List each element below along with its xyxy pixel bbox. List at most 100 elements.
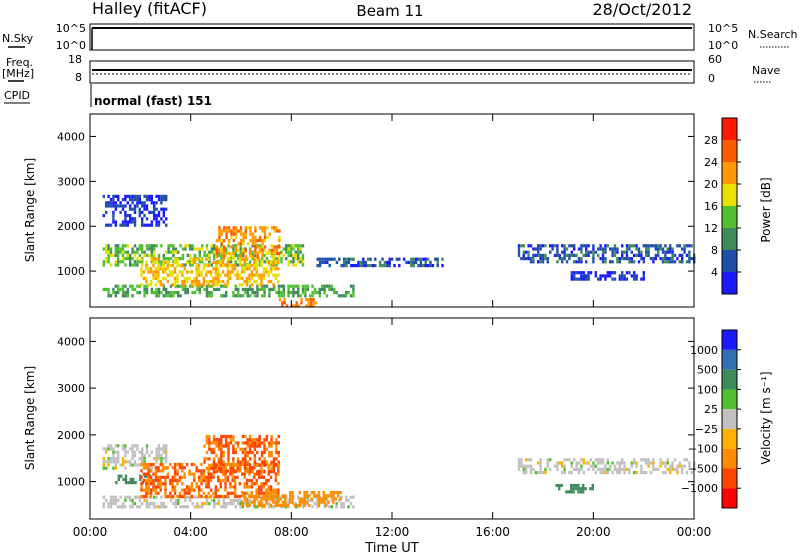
range-cell bbox=[273, 245, 276, 249]
range-cell bbox=[162, 457, 165, 461]
range-cell bbox=[190, 283, 194, 287]
range-cell bbox=[143, 291, 146, 295]
range-cell bbox=[231, 491, 234, 495]
range-cell bbox=[145, 462, 148, 467]
range-cell bbox=[275, 229, 279, 233]
range-cell bbox=[599, 458, 602, 462]
range-cell bbox=[143, 457, 146, 461]
range-cell bbox=[253, 447, 257, 451]
range-cell bbox=[234, 505, 237, 509]
range-cell bbox=[195, 273, 198, 277]
range-cell bbox=[280, 257, 283, 261]
range-cell bbox=[654, 467, 657, 471]
range-cell bbox=[154, 488, 158, 492]
range-cell bbox=[107, 250, 110, 254]
range-cell bbox=[195, 482, 198, 486]
range-cell bbox=[157, 475, 160, 479]
range-cell bbox=[277, 441, 280, 445]
range-cell bbox=[635, 253, 638, 257]
range-cell bbox=[253, 264, 256, 268]
range-cell bbox=[251, 438, 254, 442]
range-cell bbox=[326, 257, 329, 261]
range-cell bbox=[162, 253, 165, 257]
range-cell bbox=[574, 487, 578, 491]
range-cell bbox=[261, 294, 264, 298]
range-cell bbox=[285, 244, 288, 248]
range-cell bbox=[582, 458, 585, 462]
range-cell bbox=[243, 475, 246, 479]
range-cell bbox=[160, 495, 163, 499]
range-cell bbox=[300, 301, 303, 305]
range-cell bbox=[527, 253, 530, 257]
range-cell bbox=[332, 494, 335, 498]
range-cell bbox=[208, 457, 211, 461]
range-cell bbox=[580, 247, 583, 251]
range-cell bbox=[117, 498, 120, 502]
range-cell bbox=[154, 491, 158, 495]
range-cell bbox=[117, 460, 120, 464]
range-cell bbox=[298, 497, 301, 501]
range-cell bbox=[275, 438, 278, 442]
range-cell bbox=[203, 287, 206, 291]
range-cell bbox=[227, 239, 231, 243]
range-cell bbox=[197, 280, 201, 284]
range-cell bbox=[181, 257, 185, 261]
range-cell bbox=[285, 247, 288, 251]
range-cell bbox=[150, 194, 153, 198]
range-cell bbox=[556, 260, 559, 264]
range-cell bbox=[268, 450, 271, 455]
range-cell bbox=[148, 198, 151, 202]
range-cell bbox=[109, 495, 113, 499]
range-cell bbox=[592, 247, 595, 251]
range-cell bbox=[231, 264, 234, 268]
range-cell bbox=[265, 260, 269, 264]
range-cell bbox=[115, 481, 118, 485]
range-cell bbox=[236, 276, 239, 280]
range-cell bbox=[155, 244, 158, 248]
range-cell bbox=[133, 502, 137, 506]
range-cell bbox=[121, 460, 125, 464]
range-cell bbox=[165, 457, 168, 461]
range-cell bbox=[263, 253, 266, 257]
range-cell bbox=[317, 491, 321, 495]
range-cell bbox=[162, 210, 165, 214]
range-cell bbox=[342, 257, 346, 261]
range-cell bbox=[582, 271, 585, 275]
range-cell bbox=[171, 494, 174, 499]
range-cell bbox=[213, 250, 216, 254]
range-cell bbox=[172, 250, 175, 254]
range-cell bbox=[164, 488, 167, 492]
range-cell bbox=[261, 229, 264, 233]
range-cell bbox=[229, 466, 233, 471]
range-cell bbox=[114, 260, 117, 264]
range-cell bbox=[245, 500, 249, 504]
range-cell bbox=[114, 498, 117, 502]
range-cell bbox=[121, 260, 125, 264]
range-cell bbox=[239, 255, 243, 259]
range-cell bbox=[138, 457, 141, 461]
range-cell bbox=[162, 194, 165, 198]
range-cell bbox=[309, 498, 312, 502]
range-cell bbox=[154, 276, 158, 280]
range-cell bbox=[164, 475, 167, 479]
range-cell bbox=[227, 441, 230, 445]
range-cell bbox=[159, 469, 162, 473]
range-cell bbox=[229, 434, 233, 439]
range-cell bbox=[157, 280, 160, 284]
range-cell bbox=[119, 463, 122, 467]
range-cell bbox=[190, 494, 194, 499]
range-cell bbox=[133, 223, 137, 227]
range-cell bbox=[274, 472, 278, 476]
range-cell bbox=[147, 485, 150, 489]
range-cell bbox=[257, 475, 261, 479]
range-cell bbox=[186, 505, 189, 509]
range-cell bbox=[112, 198, 115, 202]
range-cell bbox=[274, 260, 278, 264]
range-cell bbox=[556, 250, 559, 254]
range-cell bbox=[253, 503, 256, 507]
range-cell bbox=[243, 260, 246, 264]
range-cell bbox=[537, 247, 540, 251]
range-cell bbox=[529, 257, 533, 261]
range-cell bbox=[575, 464, 578, 468]
range-cell bbox=[150, 253, 153, 257]
